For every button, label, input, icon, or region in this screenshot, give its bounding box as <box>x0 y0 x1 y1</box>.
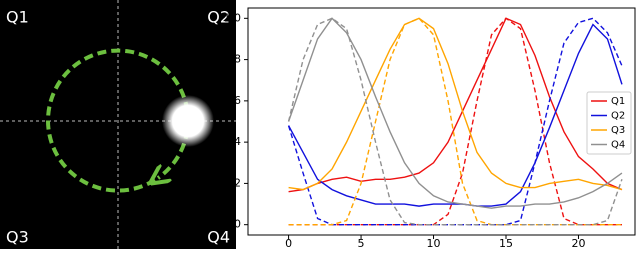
x-tick-label: 10 <box>427 237 441 249</box>
series-line <box>288 17 623 193</box>
legend-label: Q4 <box>611 140 625 151</box>
series-line <box>287 17 623 209</box>
quadrant-label: Q2 <box>207 8 230 27</box>
quadrant-label: Q4 <box>207 228 230 247</box>
legend-label: Q3 <box>611 125 625 136</box>
y-tick-label: 1.0 <box>224 11 242 24</box>
series-line <box>287 23 623 207</box>
quadrant-label: Q3 <box>6 228 29 247</box>
arena-panel: Q1 Q2 Q3 Q4 <box>0 0 236 249</box>
x-tick-label: 0 <box>285 237 292 249</box>
series-line-dashed <box>287 17 623 226</box>
quadrant-label: Q1 <box>6 8 29 27</box>
series-line-dashed <box>288 17 622 226</box>
stimulus <box>162 95 214 147</box>
series-line-dashed <box>288 17 622 226</box>
chart: 0.0 0.2 0.4 0.6 0.8 1.0 0 5 10 15 20 Q1 Q2 Q3 Q4 <box>224 7 636 250</box>
series-line-dashed <box>287 17 623 226</box>
x-tick-label: 5 <box>358 237 365 249</box>
series-line <box>288 17 623 191</box>
axes-frame <box>247 7 636 236</box>
y-tick-label: 0.6 <box>224 94 242 107</box>
y-tick-label: 0.0 <box>224 218 242 231</box>
legend-label: Q1 <box>611 96 625 107</box>
legend-label: Q2 <box>611 111 625 122</box>
legend-box <box>586 91 632 155</box>
y-tick-label: 0.8 <box>224 53 242 66</box>
x-tick-label: 20 <box>571 237 585 249</box>
y-tick-label: 0.4 <box>224 135 242 148</box>
x-tick-label: 15 <box>499 237 513 249</box>
y-tick-label: 0.2 <box>224 176 242 189</box>
